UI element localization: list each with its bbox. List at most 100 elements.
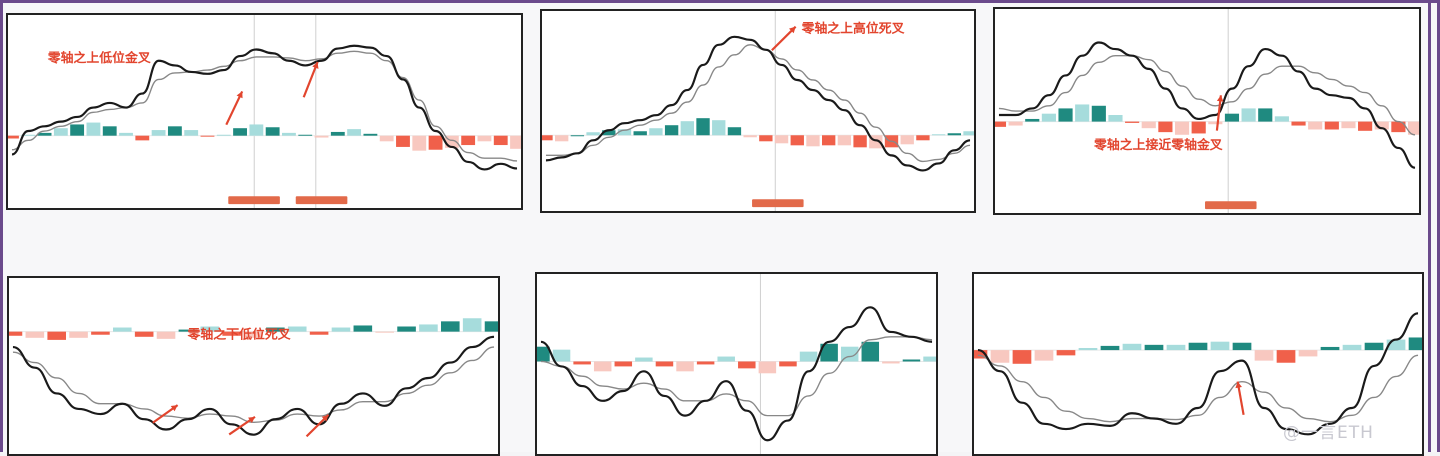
histogram-bar: [249, 124, 264, 136]
histogram-bar: [86, 122, 101, 136]
dea-line: [12, 346, 495, 423]
histogram-bar: [1174, 121, 1190, 135]
histogram-bar: [375, 331, 394, 333]
histogram-bar: [1407, 121, 1419, 135]
histogram-bar: [1341, 121, 1356, 129]
macd-chart-svg: 零轴之上高位死叉: [542, 11, 974, 211]
histogram-bar: [931, 134, 946, 136]
time-tag: [752, 199, 804, 208]
histogram-bar: [1210, 341, 1230, 351]
histogram-bar: [1291, 121, 1306, 126]
histogram-bar: [717, 356, 735, 362]
histogram-bar: [1258, 108, 1273, 122]
histogram-bar: [696, 118, 710, 136]
histogram-bar: [216, 134, 231, 136]
histogram-bar: [244, 331, 263, 338]
dea-line: [977, 354, 1419, 423]
histogram-bar: [1276, 350, 1296, 363]
histogram-bar: [353, 325, 373, 332]
histogram-bar: [649, 128, 663, 136]
histogram-bar: [178, 329, 198, 332]
histogram-bar: [91, 331, 110, 335]
histogram-bar: [1188, 342, 1208, 351]
histogram-bar: [419, 324, 438, 332]
histogram-bar: [1241, 108, 1256, 122]
histogram-bar: [1298, 350, 1318, 357]
histogram-bar: [552, 349, 571, 362]
histogram-bar: [790, 135, 804, 146]
histogram-bar: [347, 129, 362, 136]
histogram-bar: [309, 331, 329, 335]
histogram-bar: [233, 128, 247, 136]
histogram-bar: [53, 128, 68, 136]
histogram-bar: [861, 341, 880, 362]
histogram-bar: [554, 135, 569, 142]
cross-arrow: [302, 61, 319, 98]
histogram-bar: [974, 350, 988, 359]
histogram-bar: [743, 135, 757, 138]
histogram-bar: [9, 331, 23, 336]
histogram-bar: [363, 133, 378, 136]
watermark-text: @一言ETH: [1283, 423, 1374, 443]
cross-arrow-head: [236, 91, 243, 99]
dif-line: [977, 312, 1419, 436]
histogram-bar: [1108, 115, 1123, 122]
histogram-bar: [655, 361, 674, 367]
histogram-bar: [680, 121, 694, 136]
histogram-bar: [758, 361, 777, 374]
histogram-bar: [586, 132, 600, 136]
histogram-bar: [379, 135, 394, 142]
histogram-bar: [837, 135, 852, 146]
histogram-bar: [134, 331, 154, 337]
histogram-bar: [1078, 347, 1098, 351]
histogram-bar: [156, 331, 176, 339]
cross-arrow-head: [248, 416, 255, 423]
dif-line: [998, 41, 1416, 169]
time-tag: [1205, 201, 1257, 210]
histogram-bar: [314, 135, 329, 138]
histogram-bar: [412, 135, 427, 151]
histogram-bar: [1308, 121, 1323, 130]
cross-arrow-head: [1235, 381, 1242, 389]
histogram-bar: [69, 331, 88, 338]
histogram-bar: [477, 135, 492, 142]
right-border: [1428, 0, 1431, 452]
histogram-bar: [510, 135, 521, 149]
histogram-bar: [617, 129, 632, 136]
histogram-bar: [779, 361, 797, 367]
histogram-bar: [1408, 337, 1422, 351]
histogram-bar: [1274, 116, 1289, 122]
histogram-bar: [916, 135, 930, 141]
cross-arrow-head: [312, 62, 319, 69]
histogram-bar: [664, 125, 679, 136]
histogram-bar: [882, 361, 900, 364]
histogram-bar: [1224, 113, 1240, 122]
histogram-bar: [1374, 121, 1389, 130]
histogram-bar: [493, 135, 508, 146]
histogram-bar: [330, 131, 345, 136]
histogram-bar: [1208, 121, 1223, 125]
dea-line: [998, 54, 1416, 136]
histogram-bar: [806, 135, 820, 147]
macd-panel-1: 零轴之上低位金叉: [6, 13, 523, 210]
histogram-bar: [21, 134, 36, 136]
histogram-bar: [1075, 104, 1090, 122]
cross-arrow: [225, 90, 244, 126]
histogram-bar: [799, 351, 818, 362]
histogram-bar: [990, 350, 1010, 363]
histogram-bar: [774, 135, 789, 144]
histogram-bar: [963, 131, 974, 136]
histogram-bar: [200, 135, 215, 137]
histogram-bar: [1122, 343, 1142, 351]
histogram-bar: [396, 135, 410, 147]
histogram-bar: [820, 343, 838, 362]
dif-line: [545, 35, 971, 172]
histogram-bar: [1091, 105, 1106, 122]
histogram-bar: [484, 321, 498, 332]
histogram-bar: [1158, 121, 1173, 133]
histogram-bar: [995, 121, 1007, 127]
histogram-bar: [1191, 121, 1206, 134]
annotation-label: 零轴之下低位死叉: [187, 327, 291, 343]
cross-arrow-head: [1216, 95, 1224, 102]
histogram-bar: [1320, 346, 1340, 351]
